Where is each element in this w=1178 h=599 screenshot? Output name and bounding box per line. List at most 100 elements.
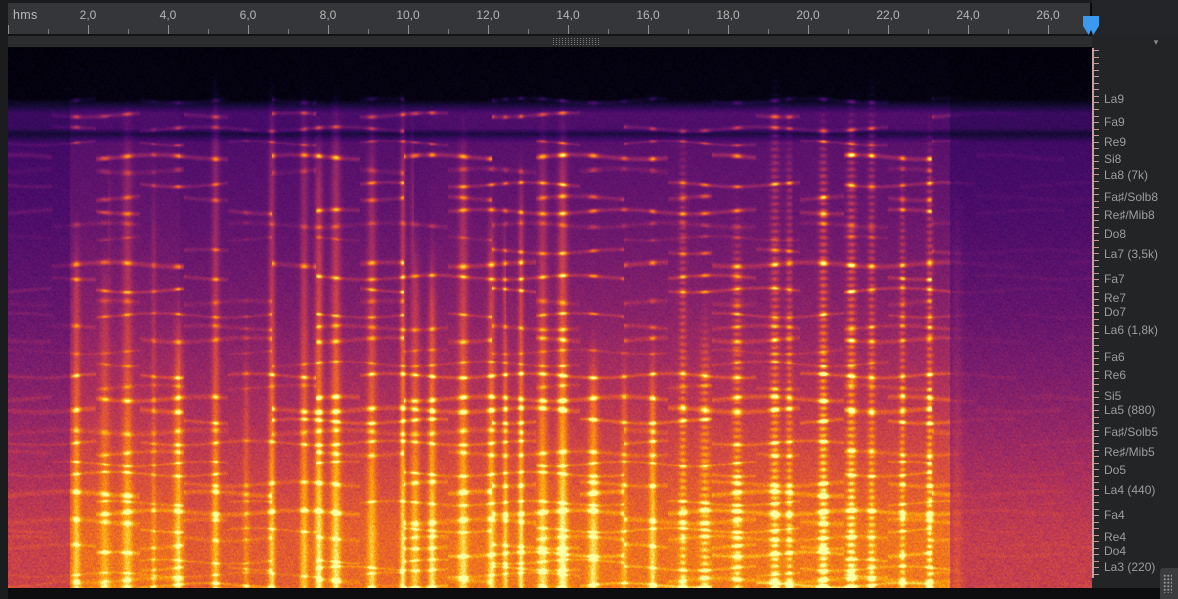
- pitch-note-label: Re4: [1104, 530, 1127, 544]
- ruler-separator: [8, 34, 1092, 36]
- pitch-tick: [1094, 357, 1099, 359]
- grip-dots-icon: [1163, 574, 1172, 593]
- pitch-note-label: Fa♯/Solb8: [1104, 190, 1159, 204]
- pitch-note-label: Do7: [1104, 305, 1127, 319]
- pitch-tick: [1094, 187, 1099, 189]
- pitch-tick: [1094, 554, 1099, 556]
- scrollbar-grip-dots-icon[interactable]: [553, 38, 599, 45]
- pitch-tick: [1094, 390, 1099, 392]
- pitch-tick: [1094, 541, 1099, 543]
- pitch-tick: [1094, 331, 1099, 333]
- pitch-tick: [1094, 521, 1099, 523]
- pitch-tick: [1094, 351, 1099, 353]
- pitch-tick: [1094, 233, 1099, 235]
- pitch-note-label: Re♯/Mib8: [1104, 208, 1155, 222]
- bottom-edge-strip: [0, 588, 1178, 599]
- pitch-tick: [1094, 167, 1099, 169]
- pitch-tick: [1094, 82, 1099, 84]
- pitch-tick: [1094, 501, 1099, 503]
- pitch-note-label: La6 (1,8k): [1104, 323, 1159, 337]
- pitch-note-label: Re9: [1104, 135, 1127, 149]
- pitch-tick: [1094, 344, 1099, 346]
- pitch-tick: [1094, 534, 1099, 536]
- pitch-tick: [1094, 423, 1099, 425]
- pitch-tick: [1094, 508, 1099, 510]
- pitch-tick: [1094, 259, 1099, 261]
- spectrogram-display[interactable]: [8, 48, 1092, 588]
- pitch-tick: [1094, 102, 1099, 104]
- pitch-tick: [1094, 63, 1099, 65]
- panel-resize-grip[interactable]: [1160, 568, 1178, 599]
- pitch-tick: [1094, 547, 1099, 549]
- pitch-note-label: La9: [1104, 92, 1125, 106]
- pitch-note-label: Re♯/Mib5: [1104, 445, 1155, 459]
- pitch-tick: [1094, 305, 1099, 307]
- pitch-tick: [1094, 318, 1099, 320]
- pitch-tick: [1094, 141, 1099, 143]
- window-frame-top: [0, 0, 1178, 3]
- pitch-tick: [1094, 312, 1099, 313]
- pitch-tick: [1094, 135, 1099, 137]
- pitch-tick: [1094, 279, 1099, 281]
- pitch-tick: [1094, 253, 1099, 255]
- pitch-tick: [1094, 122, 1099, 124]
- pitch-note-label: Do5: [1104, 463, 1127, 477]
- pitch-tick: [1094, 443, 1099, 444]
- pitch-tick: [1094, 89, 1099, 91]
- pitch-tick: [1094, 226, 1099, 228]
- pitch-note-label: Si8: [1104, 152, 1122, 166]
- pitch-tick: [1094, 567, 1099, 569]
- pitch-note-label: La8 (7k): [1104, 168, 1149, 182]
- pitch-tick: [1094, 462, 1099, 464]
- pitch-ruler-line: [1092, 48, 1094, 578]
- pitch-note-label: Fa6: [1104, 350, 1125, 364]
- pitch-tick: [1094, 154, 1099, 156]
- pitch-note-label: Do8: [1104, 227, 1127, 241]
- pitch-tick: [1094, 56, 1099, 58]
- pitch-tick: [1094, 161, 1099, 163]
- pitch-tick: [1094, 370, 1099, 372]
- pitch-tick: [1094, 574, 1099, 575]
- pitch-tick: [1094, 108, 1099, 110]
- pitch-tick: [1094, 148, 1099, 150]
- pitch-note-label: Fa9: [1104, 115, 1125, 129]
- pitch-note-label: Si5: [1104, 389, 1122, 403]
- pitch-tick: [1094, 429, 1099, 431]
- pitch-tick: [1094, 528, 1099, 530]
- pitch-tick: [1094, 213, 1099, 215]
- pitch-tick: [1094, 515, 1099, 517]
- pitch-tick: [1094, 69, 1099, 71]
- pitch-tick: [1094, 338, 1099, 340]
- pitch-scale-menu-caret-icon[interactable]: ▾: [1153, 37, 1159, 47]
- pitch-tick: [1094, 495, 1099, 497]
- pitch-tick: [1094, 115, 1099, 117]
- pitch-tick: [1094, 449, 1099, 451]
- pitch-tick: [1094, 95, 1099, 97]
- pitch-tick: [1094, 207, 1099, 209]
- pitch-scale-panel[interactable]: [1092, 36, 1178, 588]
- pitch-tick: [1094, 410, 1099, 412]
- pitch-note-label: La4 (440): [1104, 483, 1156, 497]
- pitch-tick: [1094, 292, 1099, 294]
- playhead-handle[interactable]: [1083, 16, 1099, 35]
- timeline-ruler[interactable]: [8, 3, 1092, 34]
- pitch-tick: [1094, 416, 1099, 418]
- timeline-scrollbar[interactable]: [8, 36, 1092, 48]
- pitch-tick: [1094, 298, 1099, 300]
- pitch-tick: [1094, 285, 1099, 287]
- pitch-note-label: Fa4: [1104, 508, 1125, 522]
- pitch-tick: [1094, 325, 1099, 327]
- pitch-tick: [1094, 364, 1099, 366]
- pitch-tick: [1094, 266, 1099, 268]
- pitch-tick: [1094, 475, 1099, 477]
- pitch-note-label: Fa7: [1104, 272, 1125, 286]
- toolbar-icon-strip: [1092, 0, 1178, 36]
- pitch-tick: [1094, 456, 1099, 458]
- pitch-note-label: La7 (3,5k): [1104, 247, 1159, 261]
- pitch-tick: [1094, 377, 1099, 379]
- pitch-tick: [1094, 384, 1099, 386]
- pitch-tick: [1094, 469, 1099, 471]
- pitch-note-label: La3 (220): [1104, 560, 1156, 574]
- pitch-tick: [1094, 50, 1099, 51]
